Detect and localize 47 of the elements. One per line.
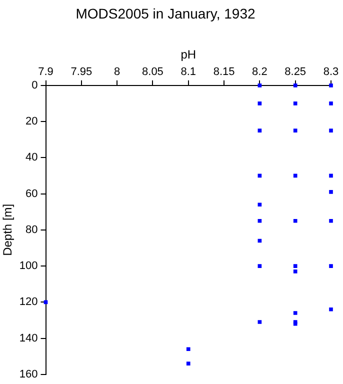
point — [293, 311, 298, 315]
point — [258, 102, 262, 106]
point — [329, 102, 333, 106]
point — [258, 202, 262, 207]
y-tick-label: 120 — [19, 296, 38, 308]
x-tick-label: 7.9 — [38, 66, 54, 78]
chart-title: MODS2005 in January, 1932 — [76, 5, 256, 22]
y-tick-label: 80 — [26, 224, 38, 236]
point — [293, 270, 298, 274]
x-tick-label: 7.95 — [70, 66, 92, 78]
point — [293, 128, 298, 132]
point — [258, 264, 262, 268]
point — [44, 300, 48, 304]
point — [186, 347, 190, 352]
y-tick-label: 0 — [32, 79, 38, 92]
point — [258, 83, 262, 88]
point — [293, 264, 298, 268]
x-tick-label: 8.3 — [323, 66, 339, 78]
point — [329, 190, 333, 194]
point — [258, 218, 262, 223]
y-tick-label: 60 — [26, 188, 38, 200]
point — [258, 320, 262, 324]
x-tick-label: 8.2 — [252, 66, 268, 78]
point — [293, 174, 298, 178]
y-tick-label: 40 — [26, 152, 38, 164]
point — [329, 307, 333, 312]
x-tick-label: 8.1 — [180, 66, 196, 78]
y-tick-label: 100 — [19, 260, 38, 272]
x-tick-label: 8.25 — [284, 66, 306, 78]
point — [293, 102, 298, 106]
point — [329, 128, 333, 132]
y-tick-label: 140 — [19, 332, 38, 344]
y-axis-title: Depth [m] — [0, 204, 15, 256]
point — [293, 83, 298, 88]
point — [293, 218, 298, 223]
x-axis-title: pH — [180, 47, 196, 62]
y-tick-label: 160 — [19, 368, 38, 380]
point — [186, 362, 190, 366]
point — [329, 83, 333, 88]
point — [329, 264, 333, 268]
x-tick-label: 8.15 — [213, 66, 235, 78]
x-tick-label: 8 — [114, 66, 120, 78]
y-tick-label: 20 — [26, 116, 38, 128]
x-tick-label: 8.05 — [142, 66, 164, 78]
point — [329, 174, 333, 178]
point — [258, 128, 262, 132]
point — [329, 218, 333, 223]
